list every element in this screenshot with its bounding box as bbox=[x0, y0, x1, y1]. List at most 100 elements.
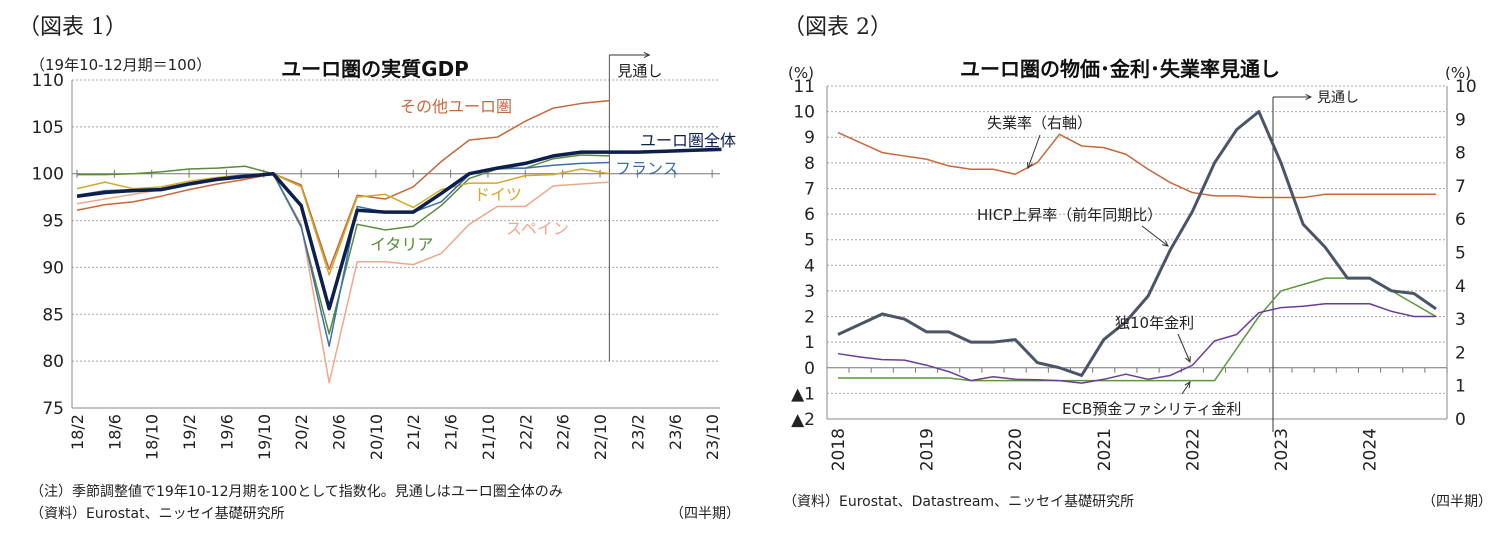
figure1-title: ユーロ圏の実質GDP bbox=[281, 57, 469, 81]
label-arrow-bund bbox=[1177, 333, 1191, 363]
figure1-label: （図表 1） bbox=[18, 15, 127, 40]
series-label: 失業率（右軸） bbox=[987, 114, 1092, 132]
x-tick-label: 20/10 bbox=[367, 414, 386, 460]
figure1-note: （注）季節調整値で19年10-12月期を100として指数化。見通しはユーロ圏全体… bbox=[30, 483, 563, 500]
label-arrow-ecb-head bbox=[1184, 381, 1191, 389]
x-tick-label: 21/10 bbox=[479, 414, 498, 460]
figure1-plot: 75 80 85 90 95 100 105 110 18/2 18/6 18/10 19/2 19/6… bbox=[32, 51, 736, 460]
forecast-arrow-head bbox=[643, 51, 651, 59]
x-tick-label: 21/2 bbox=[404, 414, 423, 450]
y-left-tick-label: 9 bbox=[804, 128, 815, 148]
x-tick-label: 23/10 bbox=[703, 414, 722, 460]
x-tick-label: 23/2 bbox=[628, 414, 647, 450]
series-label: イタリア bbox=[370, 235, 433, 254]
y-right-tick-label: 5 bbox=[1455, 244, 1466, 264]
label-arrow-ecb bbox=[1181, 381, 1191, 395]
y-right-tick-label: 10 bbox=[1455, 77, 1477, 97]
series-line-0 bbox=[76, 99, 610, 271]
y-right-tick-label: 0 bbox=[1455, 410, 1466, 430]
y-right-tick-label: 1 bbox=[1455, 377, 1466, 397]
y-left-tick-label: ▲1 bbox=[791, 384, 815, 404]
y-left-tick-label: 4 bbox=[804, 256, 815, 276]
y-right-tick-label: 3 bbox=[1455, 310, 1466, 330]
series-line-3 bbox=[837, 110, 1437, 377]
y-right-tick-label: 8 bbox=[1455, 144, 1466, 164]
label-arrow-hicp-head bbox=[1162, 240, 1169, 247]
forecast-arrow-head bbox=[1305, 93, 1313, 101]
y-tick-label: 100 bbox=[32, 165, 64, 185]
y-left-tick-label: 1 bbox=[804, 333, 815, 353]
y-tick-label: 75 bbox=[42, 399, 64, 419]
x-tick-label: 19/2 bbox=[180, 414, 199, 450]
x-tick-label: 2020 bbox=[1006, 428, 1026, 471]
x-tick-label: 19/10 bbox=[255, 414, 274, 460]
x-tick-label: 21/6 bbox=[442, 414, 461, 450]
series-line-0 bbox=[837, 131, 1437, 199]
x-tick-label: 2024 bbox=[1361, 428, 1381, 471]
label-arrow-unemployment bbox=[1027, 134, 1041, 169]
series-label: その他ユーロ圏 bbox=[400, 97, 512, 116]
figure2-plot: ▲2 ▲1 0 1 2 3 4 5 6 7 8 9 10 11 0 1 2 3 4 5 6 7 8 9 10 2018 2019 20… bbox=[791, 77, 1477, 471]
y-tick-label: 95 bbox=[42, 212, 64, 232]
figure1-xlabel: （四半期） bbox=[670, 506, 740, 522]
x-tick-label: 2023 bbox=[1272, 428, 1292, 471]
series-line-2 bbox=[837, 302, 1437, 384]
series-label: ECB預金ファシリティ金利 bbox=[1062, 400, 1241, 418]
y-tick-label: 110 bbox=[32, 71, 64, 91]
x-tick-label: 18/6 bbox=[105, 414, 124, 450]
y-left-tick-label: 6 bbox=[804, 205, 815, 225]
x-tick-label: 23/6 bbox=[666, 414, 685, 450]
y-left-tick-label: 5 bbox=[804, 231, 815, 251]
series-label: フランス bbox=[615, 159, 679, 178]
y-tick-label: 85 bbox=[42, 305, 64, 325]
forecast-label: 見通し bbox=[617, 62, 662, 80]
x-tick-label: 18/10 bbox=[143, 414, 162, 460]
y-tick-label: 80 bbox=[42, 352, 64, 372]
x-tick-label: 22/6 bbox=[554, 414, 573, 450]
x-tick-label: 2018 bbox=[829, 428, 849, 471]
y-right-tick-label: 6 bbox=[1455, 210, 1466, 230]
y-right-tick-label: 7 bbox=[1455, 177, 1466, 197]
label-arrow-bund-head bbox=[1185, 355, 1191, 364]
label-arrow-hicp bbox=[1141, 225, 1169, 247]
series-label: スペイン bbox=[506, 219, 569, 238]
y-right-tick-label: 4 bbox=[1455, 277, 1466, 297]
y-left-tick-label: 3 bbox=[804, 282, 815, 302]
y-right-tick-label: 9 bbox=[1455, 110, 1466, 130]
series-label: HICP上昇率（前年同期比） bbox=[977, 206, 1162, 224]
series-line-5 bbox=[76, 147, 722, 311]
label-arrow-unemployment-head bbox=[1026, 161, 1033, 170]
y-left-tick-label: 2 bbox=[804, 308, 815, 328]
x-tick-label: 22/10 bbox=[591, 414, 610, 460]
figure2-xlabel: （四半期） bbox=[1422, 494, 1492, 510]
x-tick-label: 20/2 bbox=[292, 414, 311, 450]
y-left-tick-label: 8 bbox=[804, 154, 815, 174]
y-left-tick-label: 0 bbox=[804, 359, 815, 379]
series-label: ユーロ圏全体 bbox=[640, 131, 736, 150]
series-line-3 bbox=[76, 168, 610, 276]
y-tick-label: 105 bbox=[32, 118, 64, 138]
figure2-label: （図表 2） bbox=[783, 15, 892, 40]
figure2-source: （資料）Eurostat、Datastream、ニッセイ基礎研究所 bbox=[783, 493, 1134, 510]
y-tick-label: 90 bbox=[42, 258, 64, 278]
x-tick-label: 18/2 bbox=[68, 414, 87, 450]
x-tick-label: 2022 bbox=[1183, 428, 1203, 471]
figure1-source: （資料）Eurostat、ニッセイ基礎研究所 bbox=[30, 505, 285, 522]
series-label: ドイツ bbox=[474, 185, 522, 204]
y-left-tick-label: 7 bbox=[804, 179, 815, 199]
series-line-2 bbox=[77, 154, 610, 335]
x-tick-label: 20/6 bbox=[330, 414, 349, 450]
figure2-ylabel-right: (%) bbox=[1445, 64, 1471, 82]
x-tick-label: 2021 bbox=[1095, 428, 1115, 471]
y-left-tick-label: 10 bbox=[793, 103, 815, 123]
x-tick-label: 19/6 bbox=[217, 414, 236, 450]
forecast-label: 見通し bbox=[1317, 90, 1359, 106]
y-left-tick-label: 11 bbox=[793, 77, 815, 97]
y-left-tick-label: ▲2 bbox=[791, 410, 815, 430]
y-right-tick-label: 2 bbox=[1455, 343, 1466, 363]
x-tick-label: 22/2 bbox=[516, 414, 535, 450]
x-tick-label: 2019 bbox=[918, 428, 938, 471]
figure2-ylabel-left: (%) bbox=[788, 64, 814, 82]
figure1-ylabel: （19年10-12月期＝100） bbox=[30, 56, 211, 74]
